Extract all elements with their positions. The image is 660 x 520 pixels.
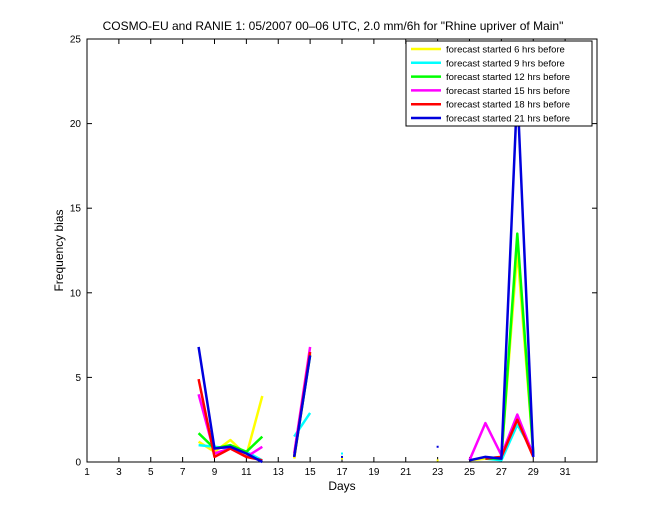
y-tick-label: 25 [70, 35, 82, 46]
series-line [197, 395, 264, 457]
y-tick-label: 10 [70, 288, 82, 299]
series-line [197, 378, 263, 462]
x-tick-label: 19 [368, 467, 380, 478]
x-axis-label: Days [328, 479, 355, 493]
y-tick-label: 15 [70, 204, 82, 215]
chart-title: COSMO-EU and RANIE 1: 05/2007 00–06 UTC,… [103, 19, 564, 33]
legend-label: forecast started 9 hrs before [446, 58, 565, 69]
x-tick-label: 1 [84, 467, 90, 478]
legend: forecast started 6 hrs before forecast st… [405, 40, 593, 127]
x-tick-label: 15 [305, 467, 317, 478]
x-tick-label: 27 [496, 467, 508, 478]
x-tick-label: 17 [336, 467, 348, 478]
y-tick-label: 20 [70, 119, 82, 130]
series-line [469, 88, 535, 462]
x-tick-label: 9 [212, 467, 218, 478]
x-tick-label: 13 [273, 467, 285, 478]
legend-label: forecast started 12 hrs before [446, 72, 570, 83]
series-line [197, 432, 264, 454]
series-point [436, 445, 439, 448]
series-point [436, 459, 439, 462]
legend-label: forecast started 15 hrs before [446, 86, 570, 97]
y-tick-label: 0 [75, 458, 81, 469]
legend-box [405, 40, 593, 127]
series-point [341, 457, 343, 460]
x-tick-label: 23 [432, 467, 444, 478]
series-line [292, 355, 312, 458]
legend-label: forecast started 21 hrs before [446, 114, 570, 125]
x-tick-label: 29 [528, 467, 540, 478]
y-tick-label: 5 [75, 373, 81, 384]
series-point [341, 455, 343, 458]
legend-label: forecast started 6 hrs before [446, 45, 565, 56]
y-axis-label: Frequency bias [52, 209, 66, 291]
x-tick-label: 31 [560, 467, 572, 478]
x-tick-label: 3 [116, 467, 122, 478]
x-tick-label: 7 [180, 467, 186, 478]
series-group [197, 88, 535, 464]
series-point [341, 452, 343, 455]
series-line [197, 346, 263, 464]
x-tick-label: 25 [464, 467, 476, 478]
legend-label: forecast started 18 hrs before [446, 100, 570, 111]
series-6 [197, 88, 535, 464]
x-tick-label: 21 [400, 467, 412, 478]
x-tick-label: 11 [241, 467, 252, 478]
x-tick-label: 5 [148, 467, 154, 478]
